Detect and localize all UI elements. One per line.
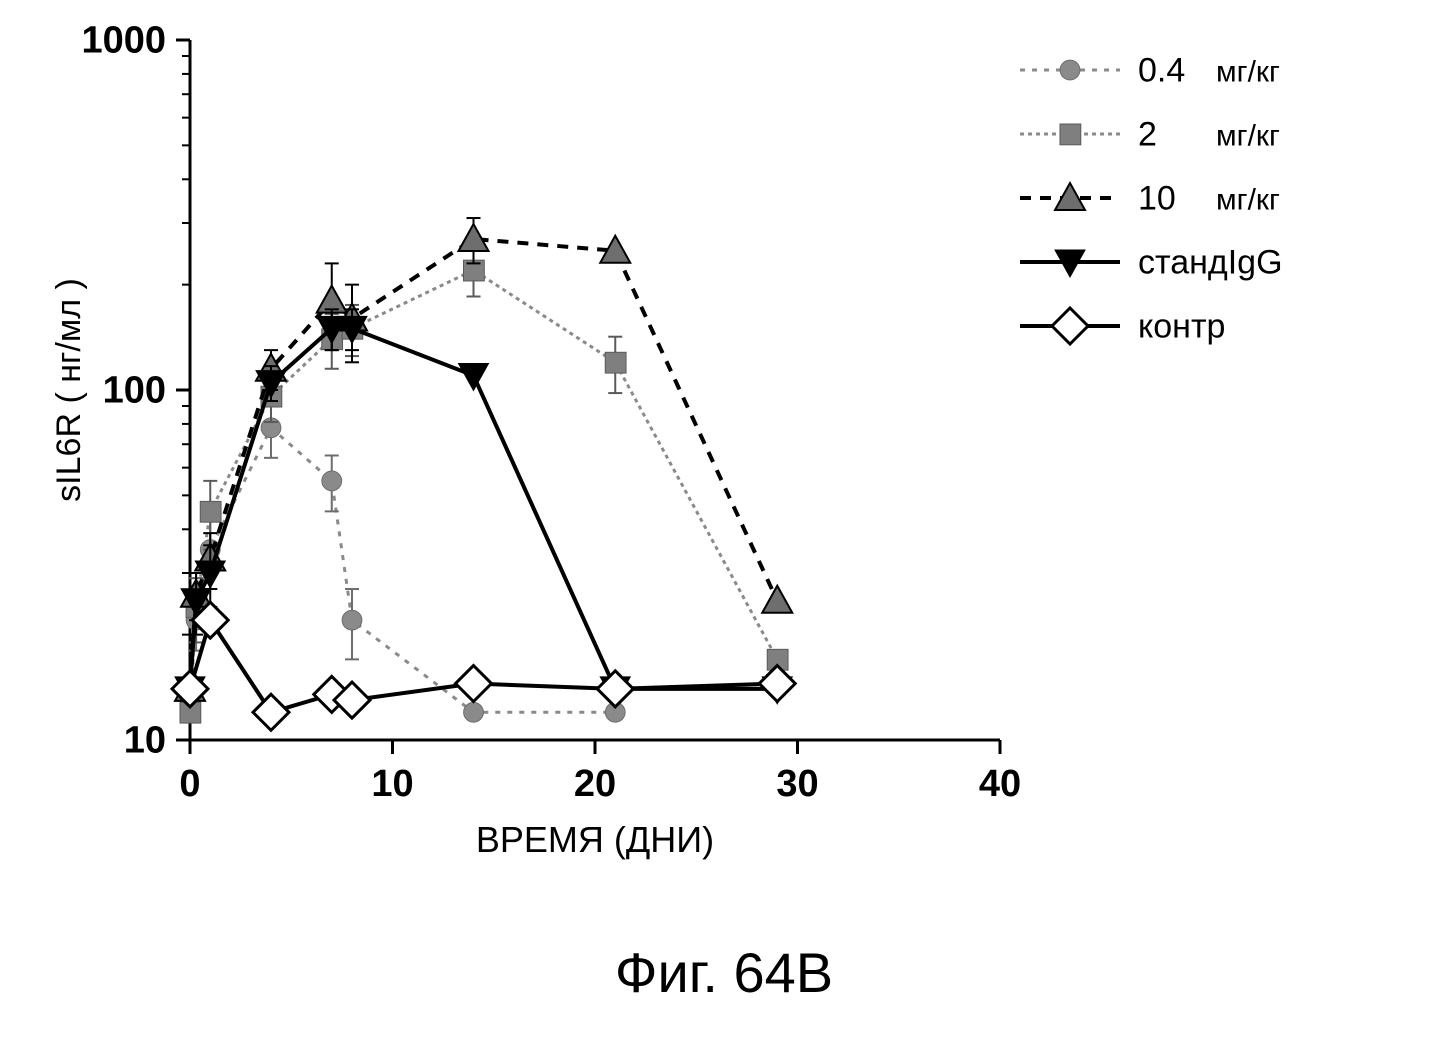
svg-text:1000: 1000 (81, 20, 166, 62)
series-dose_2 (180, 248, 788, 723)
svg-text:20: 20 (574, 763, 616, 805)
svg-text:2: 2 (1138, 115, 1157, 153)
svg-text:10: 10 (124, 720, 166, 762)
svg-text:0: 0 (179, 763, 200, 805)
svg-text:ВРЕМЯ (ДНИ): ВРЕМЯ (ДНИ) (476, 819, 714, 860)
svg-text:мг/кг: мг/кг (1216, 55, 1280, 88)
svg-text:sIL6R ( нг/мл ): sIL6R ( нг/мл ) (50, 278, 88, 502)
legend-entry-dose_10: 10 мг/кг (1020, 179, 1280, 217)
figure-caption: Фиг. 64B (0, 940, 1448, 1005)
svg-text:стандIgG: стандIgG (1138, 243, 1283, 281)
svg-text:100: 100 (103, 370, 166, 412)
legend-entry-dose_2: 2 мг/кг (1020, 115, 1280, 153)
legend-entry-dose_0_4: 0.4 мг/кг (1020, 51, 1280, 89)
chart-container: 0 10 20 30 40 10 100 1000 ВРЕМЯ (ДНИ) sIL6R ( нг/… (0, 0, 1448, 1056)
series-dose_10 (175, 218, 792, 701)
svg-text:контр: контр (1138, 307, 1225, 345)
legend-entry-std_igg: стандIgG (1020, 243, 1283, 281)
legend-entry-control: контр (1020, 307, 1225, 345)
svg-text:10: 10 (1138, 179, 1176, 217)
svg-text:0.4: 0.4 (1138, 51, 1185, 89)
svg-text:мг/кг: мг/кг (1216, 183, 1280, 216)
chart-svg: 0 10 20 30 40 10 100 1000 ВРЕМЯ (ДНИ) sIL6R ( нг/… (0, 0, 1448, 900)
svg-text:мг/кг: мг/кг (1216, 119, 1280, 152)
svg-text:40: 40 (979, 763, 1021, 805)
svg-text:10: 10 (371, 763, 413, 805)
svg-text:30: 30 (776, 763, 818, 805)
